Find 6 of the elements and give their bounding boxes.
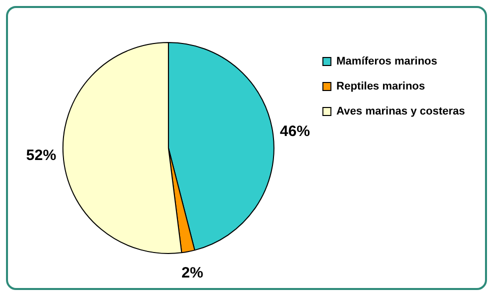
legend-label: Reptiles marinos: [336, 80, 426, 93]
legend-label: Aves marinas y costeras: [336, 106, 466, 118]
data-label: 2%: [181, 264, 204, 282]
legend-label: Mamíferos marinos: [336, 56, 438, 68]
data-label: 52%: [26, 147, 56, 164]
data-label: 46%: [280, 123, 310, 140]
